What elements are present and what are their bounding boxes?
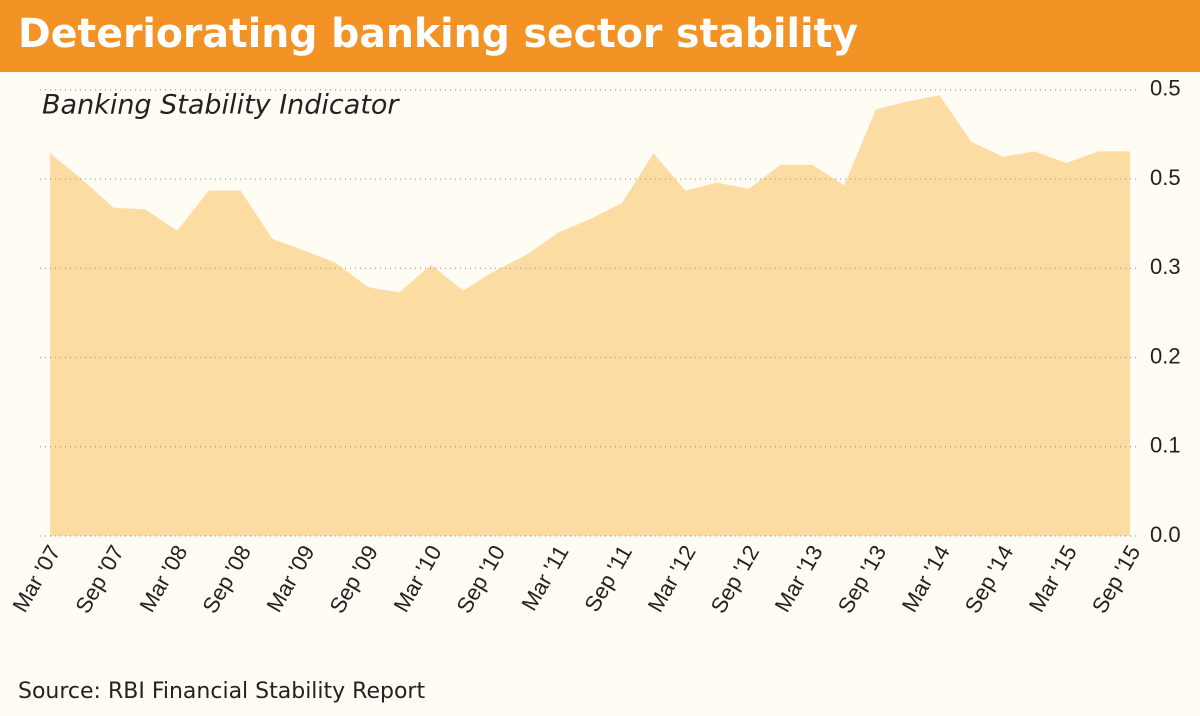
chart-title: Deteriorating banking sector stability bbox=[18, 11, 858, 57]
y-tick-label: 0.5 bbox=[1150, 76, 1181, 101]
area bbox=[50, 95, 1130, 536]
y-tick-label: 0.0 bbox=[1150, 522, 1181, 547]
y-tick-label: 0.5 bbox=[1150, 165, 1181, 190]
y-tick-label: 0.1 bbox=[1150, 433, 1181, 458]
source: Source: RBI Financial Stability Report bbox=[18, 679, 425, 704]
subtitle: Banking Stability Indicator bbox=[42, 90, 400, 121]
header-band bbox=[0, 0, 1200, 72]
y-tick-label: 0.2 bbox=[1150, 343, 1181, 368]
y-tick-label: 0.3 bbox=[1150, 254, 1181, 279]
